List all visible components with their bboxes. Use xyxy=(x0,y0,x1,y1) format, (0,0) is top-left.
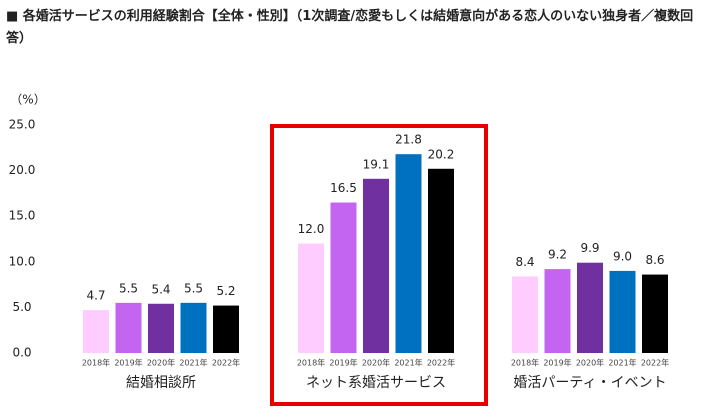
value-label: 5.5 xyxy=(184,281,203,295)
series-label: 2020年 xyxy=(362,358,390,368)
value-label: 9.2 xyxy=(548,248,567,262)
x-tick-label: 結婚相談所 xyxy=(126,375,196,391)
bar xyxy=(642,274,668,353)
value-label: 20.2 xyxy=(428,147,455,161)
value-label: 9.9 xyxy=(580,241,599,255)
series-label: 2022年 xyxy=(641,358,669,368)
bar xyxy=(428,168,454,353)
series-label: 2018年 xyxy=(511,358,539,368)
y-tick-label: 0.0 xyxy=(12,346,31,360)
value-label: 9.0 xyxy=(613,249,632,263)
y-tick-label: 25.0 xyxy=(9,118,36,132)
highlight-box xyxy=(270,124,488,406)
value-label: 8.6 xyxy=(645,253,664,267)
bar xyxy=(298,243,324,353)
y-tick-label: 20.0 xyxy=(9,163,36,177)
value-label: 5.5 xyxy=(119,281,138,295)
value-label: 21.8 xyxy=(395,133,422,147)
bar xyxy=(544,269,571,353)
series-label: 2021年 xyxy=(394,358,422,368)
series-label: 2021年 xyxy=(608,358,636,368)
x-tick-label: ネット系婚活サービス xyxy=(306,375,446,391)
bar xyxy=(512,276,538,353)
series-label: 2022年 xyxy=(212,358,240,368)
value-label: 16.5 xyxy=(330,181,357,195)
value-label: 5.4 xyxy=(151,282,170,296)
series-label: 2021年 xyxy=(179,358,207,368)
y-tick-label: 5.0 xyxy=(12,300,31,314)
bar xyxy=(363,178,389,353)
value-label: 8.4 xyxy=(515,255,534,269)
bar xyxy=(577,262,603,353)
bar xyxy=(180,302,207,353)
bar xyxy=(213,305,239,353)
y-tick-label: 10.0 xyxy=(9,254,36,268)
bar xyxy=(83,310,109,353)
chart-title: ■ 各婚活サービスの利用経験割合【全体・性別】（1次調査/恋愛もしくは結婚意向が… xyxy=(6,9,694,46)
series-label: 2019年 xyxy=(114,358,142,368)
value-label: 12.0 xyxy=(298,222,325,236)
x-tick-label: 婚活パーティ・イベント xyxy=(513,375,666,391)
series-label: 2018年 xyxy=(297,358,325,368)
value-label: 4.7 xyxy=(86,289,105,303)
series-label: 2019年 xyxy=(543,358,571,368)
bar xyxy=(148,303,174,353)
value-label: 19.1 xyxy=(363,157,390,171)
bar xyxy=(115,302,142,353)
series-label: 2020年 xyxy=(576,358,604,368)
bar xyxy=(609,270,636,353)
bar xyxy=(395,154,422,353)
series-label: 2020年 xyxy=(147,358,175,368)
bar xyxy=(330,202,357,353)
y-unit: （%） xyxy=(10,93,45,107)
series-label: 2022年 xyxy=(427,358,455,368)
series-label: 2018年 xyxy=(82,358,110,368)
y-tick-label: 15.0 xyxy=(9,209,36,223)
series-label: 2019年 xyxy=(329,358,357,368)
value-label: 5.2 xyxy=(216,284,235,298)
